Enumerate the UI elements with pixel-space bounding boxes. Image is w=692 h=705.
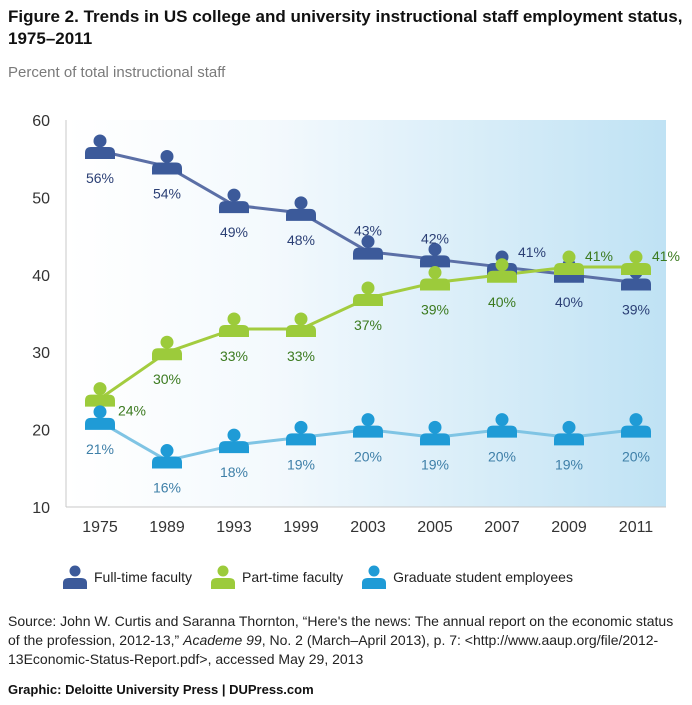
legend-item-graduate: Graduate student employees — [361, 565, 573, 589]
x-tick-label: 1989 — [149, 519, 185, 536]
figure-title: Figure 2. Trends in US college and unive… — [8, 7, 683, 48]
source-suffix: , No. 2 (March–April 2013), p. 7: <http:… — [8, 632, 659, 667]
person-icon — [362, 565, 387, 589]
person-marker — [286, 312, 316, 337]
person-icon — [211, 565, 236, 589]
data-label: 19% — [555, 456, 583, 472]
data-label: 56% — [86, 170, 114, 186]
person-marker — [219, 188, 249, 214]
series-markers — [85, 134, 651, 469]
data-label: 19% — [421, 456, 449, 472]
x-tick-label: 2009 — [551, 519, 587, 536]
x-tick-label: 1975 — [82, 519, 118, 536]
person-marker — [85, 134, 115, 159]
legend-label-graduate: Graduate student employees — [393, 569, 573, 585]
y-tick-label: 40 — [32, 268, 50, 285]
person-marker — [487, 258, 517, 283]
legend-item-part-time: Part-time faculty — [210, 565, 343, 589]
data-label: 20% — [354, 449, 382, 465]
data-label: 18% — [220, 464, 248, 480]
y-tick-labels: 10 20 30 40 50 60 — [32, 113, 50, 517]
data-label: 54% — [153, 185, 181, 201]
data-label: 43% — [354, 223, 382, 239]
y-tick-label: 20 — [32, 423, 50, 440]
x-tick-label: 1993 — [216, 519, 252, 536]
person-marker — [219, 312, 249, 337]
person-marker — [554, 420, 584, 446]
graphic-credit: Graphic: Deloitte University Press | DUP… — [8, 682, 314, 697]
person-marker — [85, 382, 115, 407]
data-label: 16% — [153, 480, 181, 496]
y-tick-label: 10 — [32, 500, 50, 517]
person-marker — [152, 335, 182, 361]
person-icon — [63, 565, 87, 589]
source-note: Source: John W. Curtis and Saranna Thorn… — [8, 612, 684, 669]
data-label: 48% — [287, 232, 315, 248]
data-label: 41% — [518, 244, 546, 260]
x-tick-label: 2003 — [350, 519, 386, 536]
data-label: 19% — [287, 456, 315, 472]
person-marker — [85, 405, 115, 430]
person-marker — [621, 250, 651, 276]
data-label: 40% — [555, 294, 583, 310]
person-marker — [286, 420, 316, 446]
data-label: 21% — [86, 441, 114, 457]
person-marker — [420, 420, 450, 446]
x-tick-labels: 1975 1989 1993 1999 2003 2005 2007 2009 2011 — [82, 519, 653, 536]
data-label: 37% — [354, 317, 382, 333]
person-marker — [219, 428, 249, 454]
person-marker — [286, 196, 316, 221]
y-axis-label: Percent of total instructional staff — [8, 64, 226, 81]
legend-label-full-time: Full-time faculty — [94, 569, 193, 585]
person-marker — [353, 281, 383, 307]
x-tick-label: 1999 — [283, 519, 319, 536]
source-publication: Academe 99 — [183, 632, 262, 648]
x-tick-label: 2011 — [619, 519, 654, 536]
data-label: 30% — [153, 371, 181, 387]
line-chart: 10 20 30 40 50 60 1975 1989 1993 1999 2003 2005 200… — [32, 113, 680, 536]
x-tick-label: 2007 — [484, 519, 520, 536]
data-label: 20% — [488, 449, 516, 465]
data-label: 24% — [118, 403, 146, 419]
person-marker — [621, 413, 651, 438]
legend: Full-time faculty Part-time faculty Grad… — [62, 563, 591, 591]
data-label: 40% — [488, 294, 516, 310]
data-label: 41% — [585, 248, 613, 264]
data-label: 41% — [652, 248, 680, 264]
data-label: 39% — [622, 302, 650, 318]
y-tick-label: 30 — [32, 345, 50, 362]
legend-label-part-time: Part-time faculty — [242, 569, 344, 585]
data-label: 20% — [622, 449, 650, 465]
legend-item-full-time: Full-time faculty — [62, 565, 192, 589]
person-marker — [353, 413, 383, 438]
source-prefix: Source: John W. Curtis and Saranna Thorn… — [8, 613, 674, 648]
person-marker — [420, 242, 450, 268]
person-marker — [420, 266, 450, 291]
data-label: 42% — [421, 230, 449, 246]
person-marker — [353, 235, 383, 260]
y-tick-label: 60 — [32, 113, 50, 130]
data-labels: 56% 54% 49% 48% 43% 42% 41% 40% 39% 24% 30% 33% 33% 3… — [86, 170, 680, 496]
person-marker — [152, 149, 182, 175]
data-label: 33% — [287, 348, 315, 364]
x-tick-label: 2005 — [417, 519, 453, 536]
person-marker — [554, 250, 584, 276]
y-tick-label: 50 — [32, 190, 50, 207]
data-label: 49% — [220, 224, 248, 240]
data-label: 33% — [220, 348, 248, 364]
data-label: 39% — [421, 302, 449, 318]
person-marker — [152, 444, 182, 469]
person-marker — [487, 413, 517, 438]
